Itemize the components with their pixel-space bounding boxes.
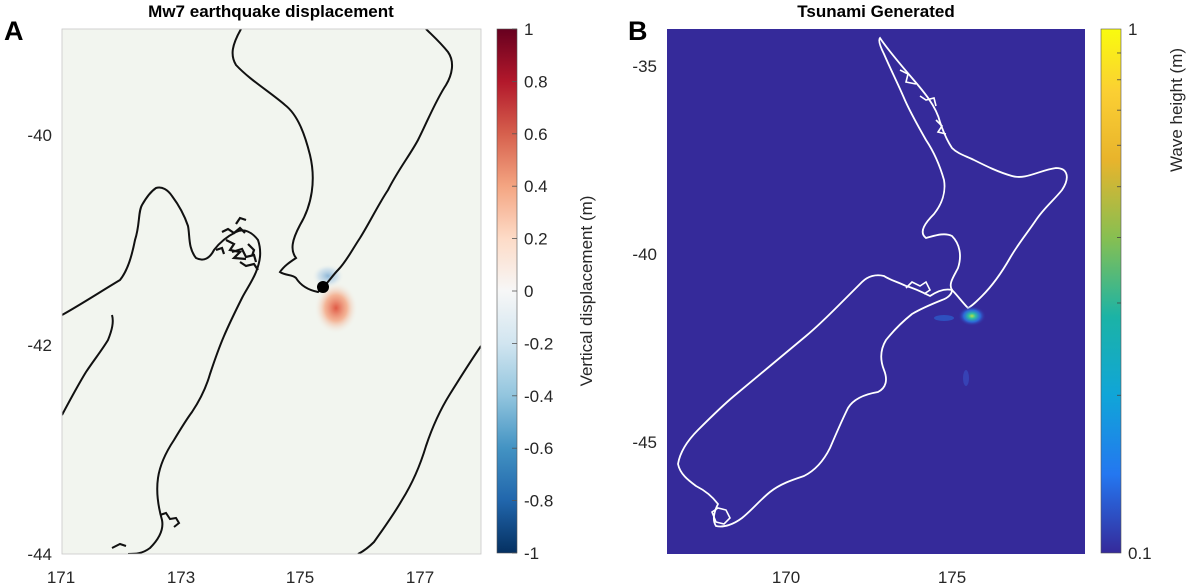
coastline-east xyxy=(357,345,481,554)
x-tick-label: 175 xyxy=(286,568,314,587)
colorbar-a-tick-label: 0.8 xyxy=(524,72,548,91)
stewart-island xyxy=(711,507,731,525)
coastline-west-coast xyxy=(62,314,114,416)
map-a-frame xyxy=(61,28,482,555)
y-tick-label: -35 xyxy=(632,57,657,76)
coastline-north-island xyxy=(231,29,454,294)
north-island-coast xyxy=(878,36,1068,310)
tsunami-spread xyxy=(934,315,954,321)
panel-letter-b: B xyxy=(628,16,648,46)
map-b xyxy=(667,29,1085,554)
uplift-zone xyxy=(314,282,358,334)
tsunami-spread-south xyxy=(963,370,969,386)
y-tick-label: -42 xyxy=(27,336,52,355)
colorbar-a-tick-label: 0.6 xyxy=(524,125,548,144)
x-tick-label: 175 xyxy=(938,568,966,587)
colorbar-a-tick-label: -0.4 xyxy=(524,387,553,406)
map-a xyxy=(61,28,482,555)
x-tick-label: 170 xyxy=(772,568,800,587)
tsunami-source xyxy=(958,306,986,326)
colorbar-b: 10.1 Wave height (m) xyxy=(1100,20,1186,563)
y-axis-b: -35 -40 -45 xyxy=(632,57,657,452)
colorbar-a-tick-label: 1 xyxy=(524,20,533,39)
colorbar-b-ticks: 10.1 xyxy=(1117,20,1152,563)
colorbar-a-label: Vertical displacement (m) xyxy=(577,196,596,387)
colorbar-a-tick-label: 0.4 xyxy=(524,177,548,196)
colorbar-a-tick-label: 0.2 xyxy=(524,230,548,249)
colorbar-a-ticks: 1 0.8 0.6 0.4 0.2 0 -0.2 -0.4 -0.6 -0.8 -1 xyxy=(512,20,553,563)
colorbar-a-tick-label: -0.2 xyxy=(524,334,553,353)
colorbar-b-label: Wave height (m) xyxy=(1167,48,1186,172)
y-tick-label: -40 xyxy=(632,245,657,264)
colorbar-a-tick-label: -1 xyxy=(524,544,539,563)
colorbar-b-tick-label: 1 xyxy=(1128,20,1137,39)
y-tick-label: -40 xyxy=(27,126,52,145)
epicenter-marker xyxy=(317,281,329,293)
colorbar-a-tick-label: 0 xyxy=(524,282,533,301)
x-tick-label: 173 xyxy=(167,568,195,587)
colorbar-a: 1 0.8 0.6 0.4 0.2 0 -0.2 -0.4 -0.6 -0.8 -1 Vertica… xyxy=(496,20,596,563)
x-axis-a: 171 173 175 177 xyxy=(47,568,434,587)
panel-b-title: Tsunami Generated xyxy=(797,2,954,21)
colorbar-a-tick-label: -0.8 xyxy=(524,492,553,511)
panel-a: A Mw7 earthquake displacement xyxy=(4,2,596,587)
y-tick-label: -45 xyxy=(632,433,657,452)
map-b-background xyxy=(667,29,1085,554)
coastline-south-island-west xyxy=(62,186,262,554)
northland-coast-detail xyxy=(899,69,947,295)
colorbar-a-tick-label: -0.6 xyxy=(524,439,553,458)
coastline-detail xyxy=(159,511,181,528)
south-island-coast xyxy=(677,274,953,528)
x-tick-label: 171 xyxy=(47,568,75,587)
y-axis-a: -40 -42 -44 xyxy=(27,126,52,564)
x-axis-b: 170 175 xyxy=(772,568,966,587)
panel-a-title: Mw7 earthquake displacement xyxy=(148,2,394,21)
marlborough-sounds xyxy=(215,216,259,271)
panel-letter-a: A xyxy=(4,16,24,46)
y-tick-label: -44 xyxy=(27,545,52,564)
colorbar-b-gradient xyxy=(1100,28,1122,554)
x-tick-label: 177 xyxy=(406,568,434,587)
panel-b: B Tsunami Generated xyxy=(628,2,1186,587)
map-a-background xyxy=(62,29,481,554)
coastline-detail-2 xyxy=(111,542,127,549)
colorbar-b-tick-label: 0.1 xyxy=(1128,544,1152,563)
